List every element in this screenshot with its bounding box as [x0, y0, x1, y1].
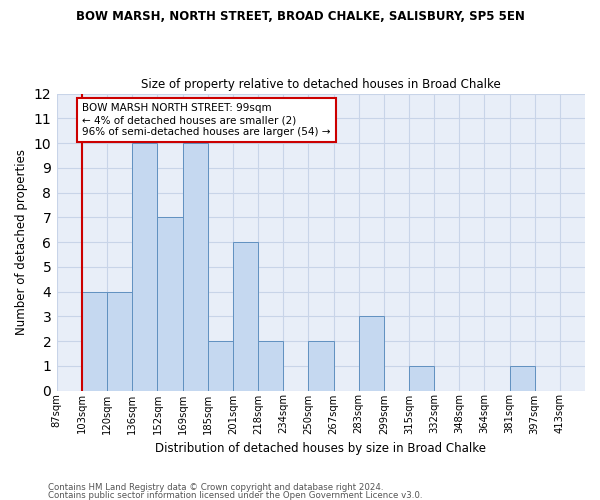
Bar — [509, 366, 535, 390]
Bar — [258, 341, 283, 390]
X-axis label: Distribution of detached houses by size in Broad Chalke: Distribution of detached houses by size … — [155, 442, 487, 455]
Bar — [157, 218, 182, 390]
Text: BOW MARSH, NORTH STREET, BROAD CHALKE, SALISBURY, SP5 5EN: BOW MARSH, NORTH STREET, BROAD CHALKE, S… — [76, 10, 524, 23]
Bar — [359, 316, 384, 390]
Text: Contains public sector information licensed under the Open Government Licence v3: Contains public sector information licen… — [48, 490, 422, 500]
Y-axis label: Number of detached properties: Number of detached properties — [15, 149, 28, 335]
Bar — [182, 143, 208, 390]
Bar — [107, 292, 133, 390]
Text: BOW MARSH NORTH STREET: 99sqm
← 4% of detached houses are smaller (2)
96% of sem: BOW MARSH NORTH STREET: 99sqm ← 4% of de… — [82, 104, 331, 136]
Bar — [409, 366, 434, 390]
Bar — [208, 341, 233, 390]
Text: Contains HM Land Registry data © Crown copyright and database right 2024.: Contains HM Land Registry data © Crown c… — [48, 484, 383, 492]
Bar — [308, 341, 334, 390]
Title: Size of property relative to detached houses in Broad Chalke: Size of property relative to detached ho… — [141, 78, 501, 91]
Bar — [233, 242, 258, 390]
Bar — [133, 143, 157, 390]
Bar — [82, 292, 107, 390]
